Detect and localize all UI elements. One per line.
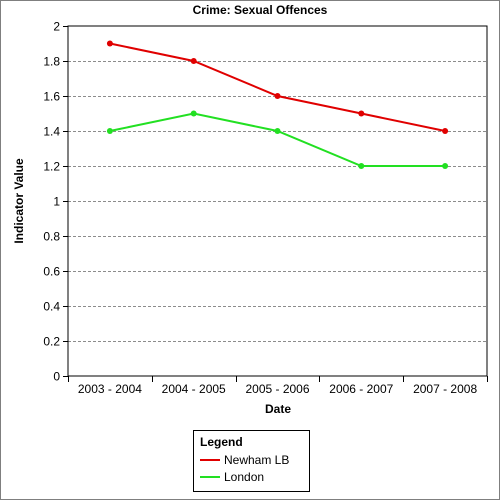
y-tick-label: 0.2 <box>43 335 60 349</box>
x-tick-label: 2003 - 2004 <box>78 382 142 396</box>
legend-swatch-london <box>200 476 220 478</box>
y-tick-label: 1.8 <box>43 55 60 69</box>
chart-title: Crime: Sexual Offences <box>193 3 328 17</box>
data-point <box>190 58 197 64</box>
legend-label-newham: Newham LB <box>224 453 290 467</box>
data-point <box>274 93 281 99</box>
y-tick-label: 0 <box>53 370 60 384</box>
data-point <box>442 163 449 169</box>
x-axis-title: Date <box>265 402 291 416</box>
data-point <box>190 110 197 117</box>
x-tick-label: 2006 - 2007 <box>329 382 393 396</box>
legend-title: Legend <box>200 435 243 449</box>
series-lines <box>106 40 449 169</box>
y-tick-label: 0.6 <box>43 265 60 279</box>
y-tick-label: 0.4 <box>43 300 60 314</box>
y-tick-label: 1.2 <box>43 160 60 174</box>
legend-item-london: London <box>200 469 264 485</box>
y-tick-label: 1.6 <box>43 90 60 104</box>
data-point <box>274 128 281 134</box>
legend-item-newham: Newham LB <box>200 452 289 468</box>
data-point <box>358 163 365 169</box>
y-axis-title: Indicator Value <box>12 158 26 244</box>
data-point <box>106 128 113 134</box>
gridlines <box>68 61 487 342</box>
axes <box>63 25 488 382</box>
y-tick-label: 2 <box>53 20 60 34</box>
legend-swatch-newham <box>200 459 220 461</box>
y-tick-label: 1.4 <box>43 125 60 139</box>
data-point <box>106 40 113 47</box>
x-tick-label: 2005 - 2006 <box>245 382 309 396</box>
x-tick-label: 2004 - 2005 <box>162 382 226 396</box>
x-tick-labels: 2003 - 2004 2004 - 2005 2005 - 2006 2006 - … <box>78 382 478 396</box>
legend-label-london: London <box>224 470 265 484</box>
series-line-0 <box>109 42 446 132</box>
legend: Legend Newham LB London <box>193 430 310 492</box>
y-tick-label: 1 <box>53 195 60 209</box>
y-tick-label: 0.8 <box>43 230 60 244</box>
y-tick-labels: 0 0.2 0.4 0.6 0.8 1 1.2 1.4 1.6 1.8 2 <box>43 20 60 384</box>
x-tick-label: 2007 - 2008 <box>413 382 477 396</box>
data-point <box>358 110 365 117</box>
data-point <box>442 128 449 134</box>
